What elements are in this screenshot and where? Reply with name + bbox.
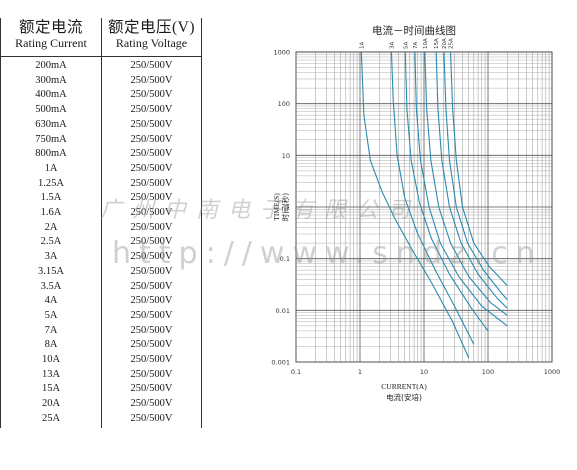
rating-current-cell: 3A [44,251,58,263]
rating-voltage-cell: 250/500V [130,265,173,277]
y-tick-label: 10 [282,152,290,160]
table-divider-left [0,18,1,428]
series-label: 20A [442,38,448,49]
y-axis-label: TIME(S) [272,193,281,221]
table-divider-middle [101,18,102,428]
x-tick-label: 10 [420,368,428,376]
rating-voltage-cell: 250/500V [130,354,173,365]
series-curve-3A [390,51,475,345]
rating-current-cell: 8A [44,339,58,351]
x-tick-label: 1 [358,368,362,376]
rating-current-cell: 300mA [35,74,67,86]
current-header-zh: 额定电流 [18,19,83,36]
y-tick-label: 0.01 [276,307,290,315]
series-label: 25A [449,38,455,49]
y-tick-label: 0.001 [271,359,290,367]
rating-current-cell: 630mA [35,118,67,130]
x-tick-label: 100 [482,368,494,376]
voltage-header-en: Rating Voltage [115,36,188,51]
series-curve-10A [424,51,508,316]
series-label: 7A [413,42,419,49]
series-curve-20A [443,51,508,301]
rating-voltage-cell: 250/500V [130,74,173,86]
rating-current-cell: 500mA [35,104,67,116]
rating-voltage-cell: 250/500V [130,118,173,130]
rating-voltage-cell: 250/500V [130,104,173,116]
current-header-en: Rating Current [15,36,87,51]
rating-voltage-cell: 250/500V [130,89,173,101]
series-label: 10A [423,38,429,49]
rating-current-cell: 20A [41,398,61,410]
rating-voltage-cell: 250/500V [130,368,173,380]
series-label: 3A [389,42,395,49]
rating-current-cell: 5A [44,309,58,321]
rating-current-cell: 3.15A [38,265,64,277]
rating-current-cell: 7A [44,324,58,336]
rating-voltage-cell: 250/500V [130,133,173,145]
rating-voltage-cell: 250/500V [130,324,173,336]
series-label: 5A [403,42,409,49]
series-label: 15A [434,38,440,49]
rating-current-cell: 200mA [35,60,67,71]
series-curve-15A [435,51,508,309]
rating-voltage-cell: 250/500V [130,412,173,424]
rating-current-cell: 1.25A [38,177,64,189]
rating-voltage-cell: 250/500V [130,280,173,292]
rating-current-cell: 750mA [35,133,67,145]
x-tick-label: 1000 [544,368,561,376]
table-header-rule [0,56,202,57]
x-axis-label-zh: 电流(安培) [386,392,422,402]
series-curve-1A [360,51,470,359]
voltage-header: 额定电压(V) Rating Voltage [102,19,201,51]
series-curve-7A [414,51,508,327]
series-curve-5A [404,51,489,332]
current-time-chart: 0.1 1 10 100 1000 1000 100 10 1 0.1 0.01 0.001 电流－时间… [262,18,562,408]
rating-voltage-cell: 250/500V [130,309,173,321]
series-label: 1A [359,42,365,49]
rating-current-cell: 10A [41,354,61,365]
rating-current-cell: 800mA [35,148,67,160]
rating-current-cell: 13A [41,368,61,380]
rating-voltage-cell: 250/500V [130,383,173,395]
rating-current-cell: 15A [41,383,61,395]
rating-voltage-cell: 250/500V [130,162,173,174]
y-tick-label: 100 [278,100,290,108]
voltage-header-zh: 额定电压(V) [107,19,196,36]
rating-voltage-cell: 250/500V [130,177,173,189]
rating-voltage-cell: 250/500V [130,221,173,233]
chart-svg: 0.1 1 10 100 1000 1000 100 10 1 0.1 0.01 0.001 电流－时间… [271,24,561,402]
rating-current-cell: 2A [44,221,58,233]
rating-voltage-cell: 250/500V [130,251,173,263]
x-tick-label: 0.1 [291,368,301,376]
rating-current-cell: 4A [44,295,58,307]
rating-voltage-cell: 250/500V [130,207,173,218]
rating-current-cell: 25A [41,412,61,424]
rating-voltage-cell: 250/500V [130,60,173,71]
series-curve-25A [450,51,508,287]
rating-voltage-cell: 250/500V [130,339,173,351]
rating-current-cell: 1.5A [40,192,62,204]
y-tick-label: 1000 [273,49,290,57]
rating-current-cell: 1A [44,162,58,174]
rating-voltage-cell: 250/500V [130,295,173,307]
rating-current-cell: 400mA [35,89,67,101]
x-axis-label: CURRENT(A) [381,382,427,391]
current-header: 额定电流 Rating Current [1,19,101,51]
y-axis-label-zh: 时间(秒) [280,193,290,221]
rating-voltage-cell: 250/500V [130,192,173,204]
rating-voltage-cell: 250/500V [130,148,173,160]
y-tick-label: 0.1 [280,255,290,263]
y-tick-label: 1 [286,204,290,212]
rating-current-cell: 1.6A [40,207,62,218]
table-divider-right [201,18,202,428]
rating-current-cell: 3.5A [40,280,62,292]
rating-current-cell: 2.5A [40,236,62,248]
rating-voltage-cell: 250/500V [130,398,173,410]
rating-voltage-cell: 250/500V [130,236,173,248]
rating-table: 额定电流 Rating Current 额定电压(V) Rating Volta… [0,18,202,428]
chart-title: 电流－时间曲线图 [372,24,456,37]
